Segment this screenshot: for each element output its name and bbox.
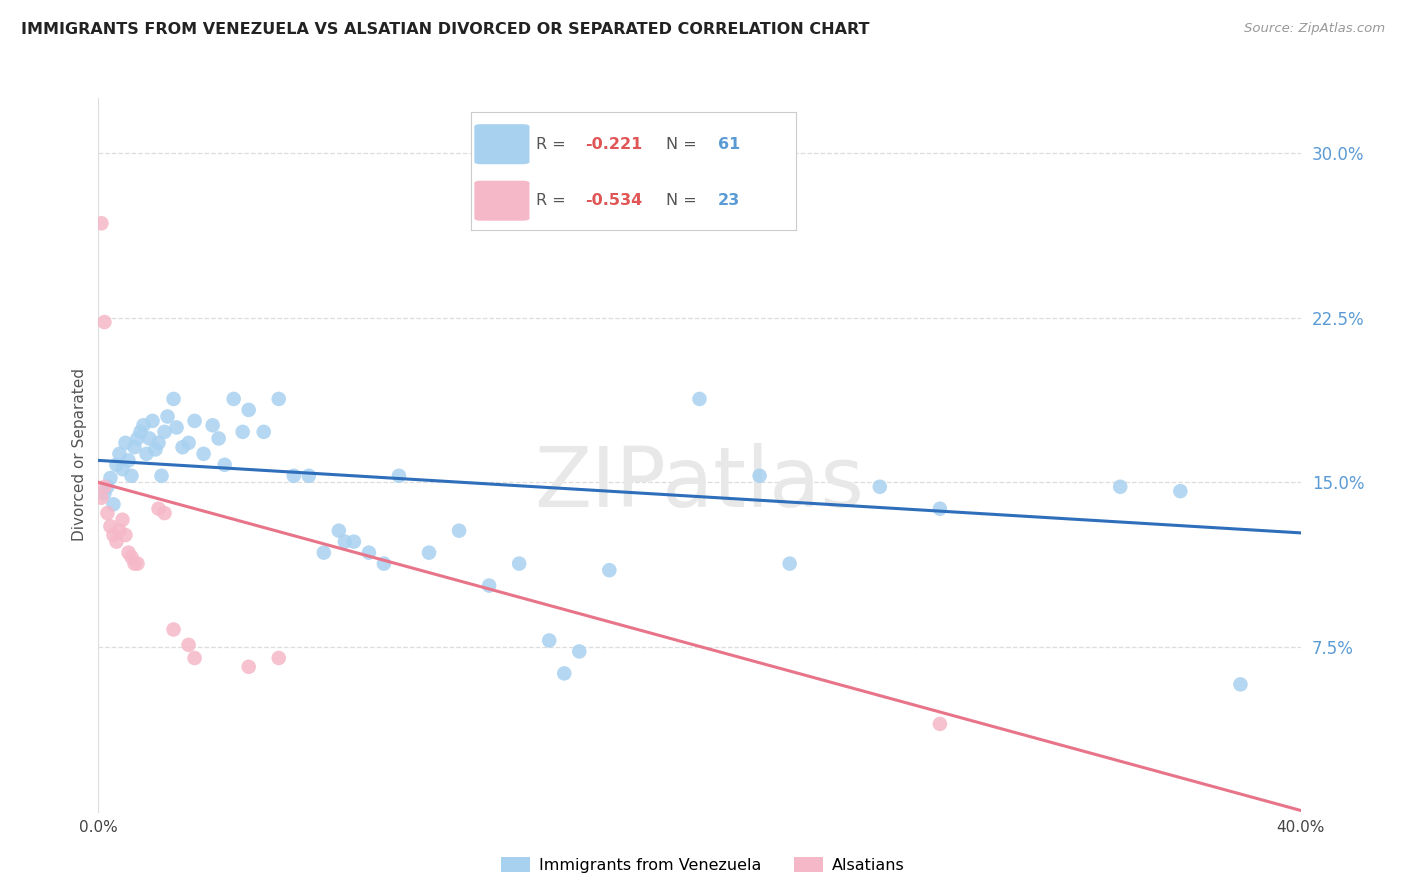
Point [283,468,305,483]
Point [343,534,366,549]
Point [232,425,254,439]
Point [162,623,184,637]
Point [267,651,290,665]
Point [779,557,801,571]
Point [114,528,136,542]
Point [100,471,122,485]
Point [103,497,125,511]
Point [1229,677,1251,691]
Point [145,442,167,457]
Point [93,486,115,500]
Point [177,638,200,652]
Point [328,524,350,538]
Point [478,578,501,592]
Point [312,546,335,560]
Point [135,447,157,461]
Point [298,468,321,483]
Point [1170,484,1192,499]
Text: IMMIGRANTS FROM VENEZUELA VS ALSATIAN DIVORCED OR SEPARATED CORRELATION CHART: IMMIGRANTS FROM VENEZUELA VS ALSATIAN DI… [21,22,869,37]
Point [388,468,411,483]
Point [100,519,122,533]
Point [93,480,115,494]
Point [114,435,136,450]
Point [105,458,128,472]
Point [127,432,149,446]
Point [333,534,356,549]
Point [117,546,139,560]
Point [111,513,134,527]
Point [172,440,194,454]
Point [183,414,205,428]
Y-axis label: Divorced or Separated: Divorced or Separated [72,368,87,541]
Point [105,534,128,549]
Point [508,557,530,571]
Point [553,666,575,681]
Point [156,409,179,424]
Point [103,528,125,542]
Point [447,524,470,538]
Point [117,453,139,467]
Point [141,414,163,428]
Point [124,440,146,454]
Point [166,420,188,434]
Text: Source: ZipAtlas.com: Source: ZipAtlas.com [1244,22,1385,36]
Point [598,563,620,577]
Point [568,644,591,658]
Point [177,435,200,450]
Point [150,468,173,483]
Point [201,418,224,433]
Point [90,216,112,230]
Point [869,480,891,494]
Point [108,524,131,538]
Point [96,506,118,520]
Point [132,418,155,433]
Point [373,557,395,571]
Point [748,468,770,483]
Point [929,717,952,731]
Point [253,425,276,439]
Point [418,546,440,560]
Point [124,557,146,571]
Point [148,501,170,516]
Point [183,651,205,665]
Point [121,549,143,564]
Point [148,435,170,450]
Point [111,462,134,476]
Point [193,447,215,461]
Point [238,403,260,417]
Point [357,546,380,560]
Point [929,501,952,516]
Point [538,633,561,648]
Point [214,458,236,472]
Point [93,315,115,329]
Point [238,660,260,674]
Point [689,392,711,406]
Point [90,491,112,505]
Legend: Immigrants from Venezuela, Alsatians: Immigrants from Venezuela, Alsatians [495,851,911,880]
Point [222,392,245,406]
Point [96,480,118,494]
Point [267,392,290,406]
Point [208,432,231,446]
Text: ZIPatlas: ZIPatlas [534,443,865,524]
Point [129,425,152,439]
Point [121,468,143,483]
Point [1109,480,1132,494]
Point [127,557,149,571]
Point [153,506,176,520]
Point [108,447,131,461]
Point [162,392,184,406]
Point [138,432,160,446]
Point [153,425,176,439]
